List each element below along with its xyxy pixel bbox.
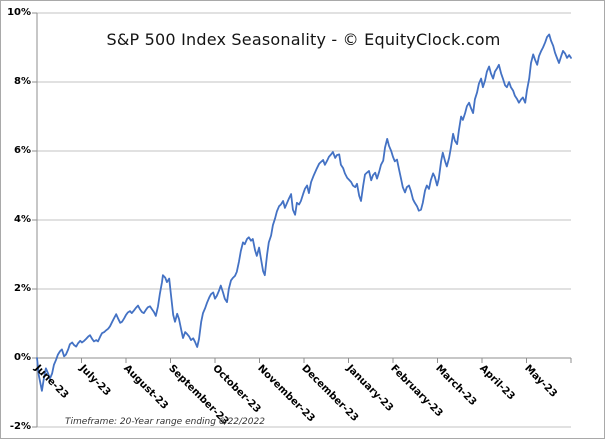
y-axis-tick-label: -2% xyxy=(9,421,31,432)
y-axis-tick-label: 6% xyxy=(14,145,31,156)
y-axis-tick-label: 0% xyxy=(14,352,31,363)
y-axis-tick-label: 2% xyxy=(14,283,31,294)
y-axis-tick-label: 10% xyxy=(7,7,31,18)
timeframe-note: Timeframe: 20-Year range ending 6/22/202… xyxy=(65,417,265,427)
seasonality-line xyxy=(36,33,572,392)
chart-title: S&P 500 Index Seasonality - © EquityCloc… xyxy=(106,30,501,49)
y-axis-tick-label: 8% xyxy=(14,76,31,87)
y-axis-tick-label: 4% xyxy=(14,214,31,225)
